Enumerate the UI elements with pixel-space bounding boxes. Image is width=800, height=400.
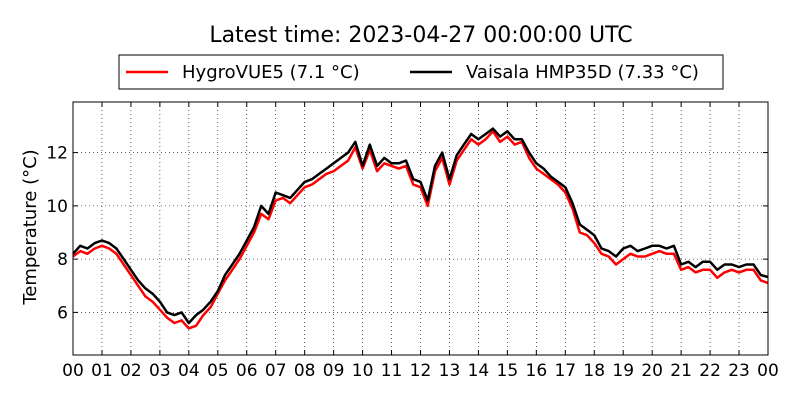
chart-title: Latest time: 2023-04-27 00:00:00 UTC [209, 23, 632, 48]
x-tick-label: 16 [526, 361, 548, 381]
x-tick-label: 06 [236, 361, 258, 381]
x-tick-label: 00 [757, 361, 779, 381]
x-tick-label: 21 [670, 361, 692, 381]
x-tick-label: 10 [352, 361, 374, 381]
x-tick-label: 08 [294, 361, 316, 381]
x-tick-label: 01 [91, 361, 113, 381]
x-tick-label: 11 [381, 361, 403, 381]
axis-ticks: 00 01 02 03 04 05 06 07 08 09 10 11 12 13 14 15 16 17 18 19… [46, 102, 779, 381]
y-tick-label: 12 [46, 144, 68, 164]
x-tick-label: 05 [207, 361, 229, 381]
x-tick-label: 07 [265, 361, 287, 381]
x-tick-label: 14 [468, 361, 490, 381]
y-tick-label: 10 [46, 197, 68, 217]
legend: HygroVUE5 (7.1 °C) Vaisala HMP35D (7.33 … [118, 54, 724, 90]
legend-label-hygrovue5: HygroVUE5 (7.1 °C) [182, 62, 360, 83]
y-tick-label: 6 [57, 303, 68, 323]
x-tick-label: 19 [612, 361, 634, 381]
x-tick-label: 03 [149, 361, 171, 381]
x-tick-label: 18 [583, 361, 605, 381]
series-line-hygrovue5 [72, 130, 769, 330]
x-tick-label: 20 [641, 361, 663, 381]
x-tick-label: 12 [410, 361, 432, 381]
plot-frame [72, 101, 769, 356]
x-tick-label: 02 [120, 361, 142, 381]
legend-label-vaisala: Vaisala HMP35D (7.33 °C) [466, 62, 699, 83]
y-tick-label: 8 [57, 250, 68, 270]
x-tick-label: 15 [497, 361, 519, 381]
x-tick-label: 04 [178, 361, 200, 381]
x-tick-label: 00 [62, 361, 84, 381]
x-tick-label: 17 [554, 361, 576, 381]
series-line-vaisala [72, 127, 769, 325]
x-tick-label: 23 [728, 361, 750, 381]
y-axis-label: Temperature (°C) [20, 149, 41, 305]
x-tick-label: 09 [323, 361, 345, 381]
x-tick-label: 13 [439, 361, 461, 381]
series-lines [72, 127, 769, 330]
grid-lines [73, 102, 768, 355]
x-tick-label: 22 [699, 361, 721, 381]
